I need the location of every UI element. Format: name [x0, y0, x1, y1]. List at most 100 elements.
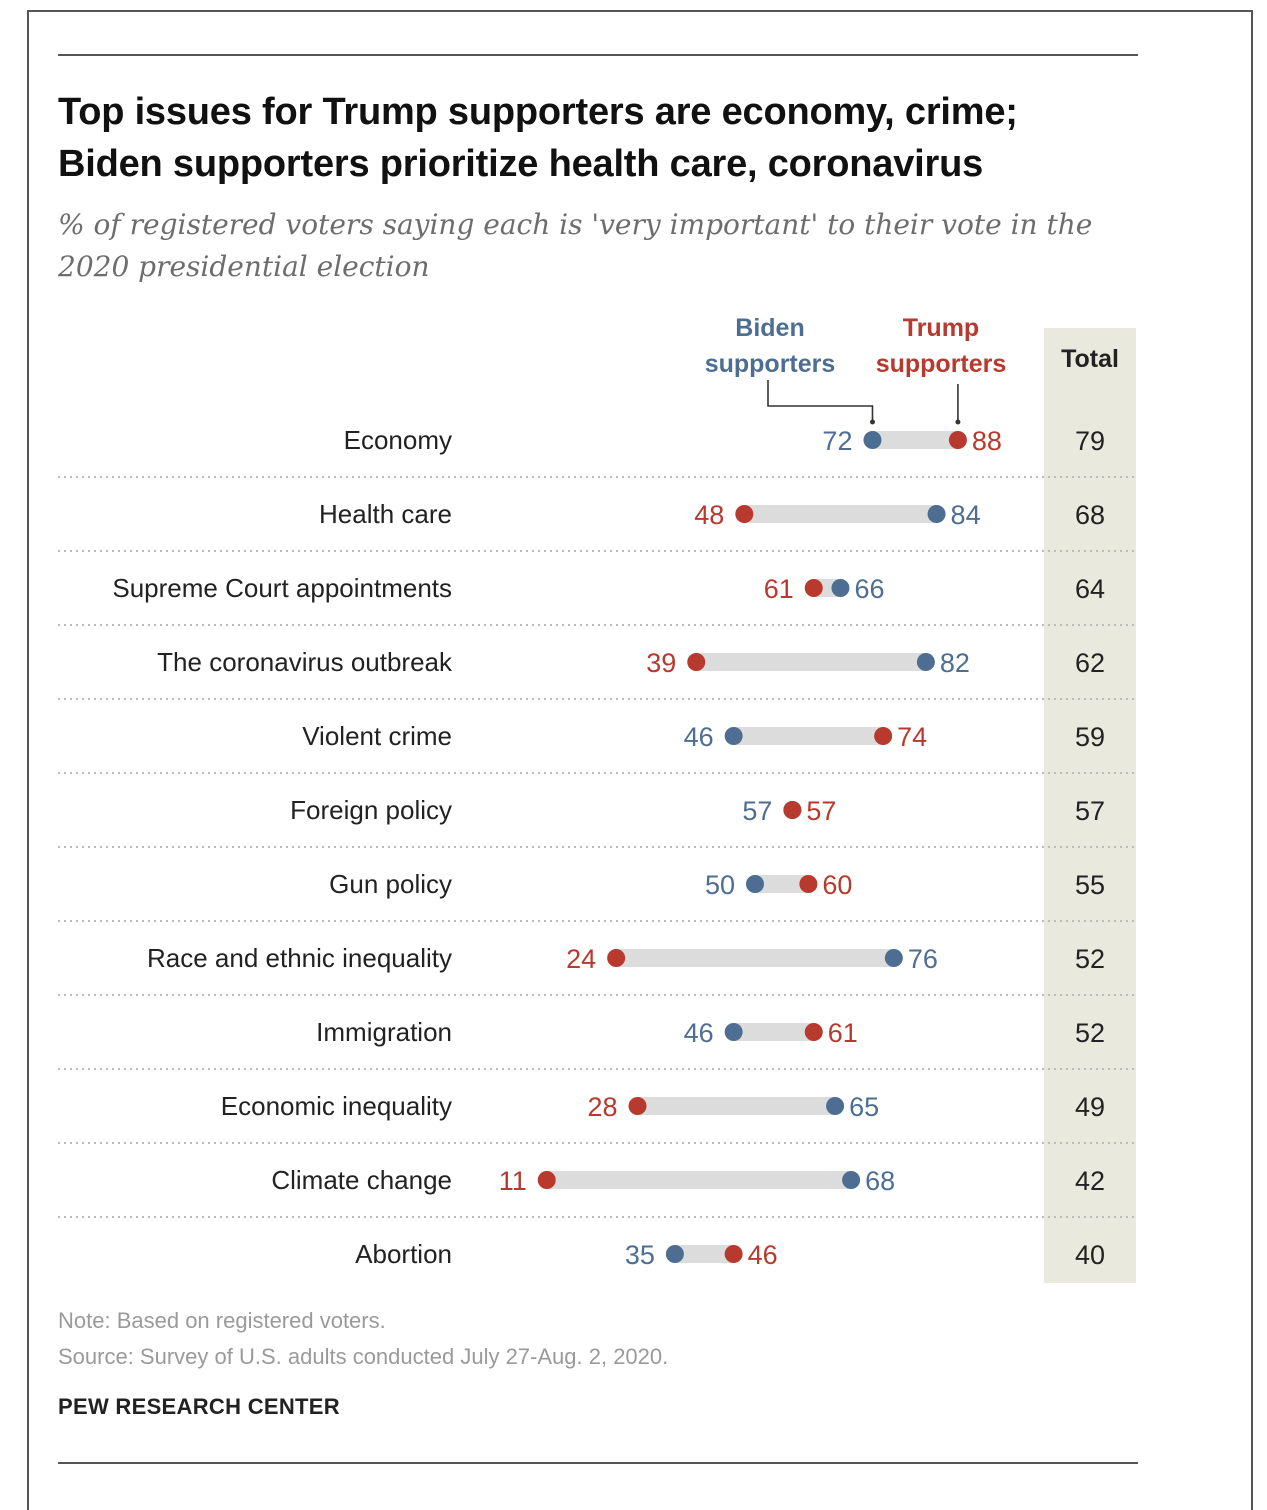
- chart-rows: Economy 72 88 79 Health care 48 84 68 Supreme Co…: [58, 425, 1136, 1270]
- biden-dot: [665, 1245, 684, 1263]
- range-bar: [744, 505, 937, 523]
- value-label-low: 28: [587, 1092, 617, 1122]
- total-column-header: Total: [1061, 345, 1119, 373]
- total-value: 52: [1075, 1018, 1105, 1048]
- trump-dot: [948, 431, 967, 449]
- value-label-low: 39: [646, 648, 676, 678]
- category-label: Climate change: [271, 1165, 452, 1195]
- value-label-high: 84: [951, 500, 981, 530]
- chart-frame: [27, 10, 1253, 1510]
- category-label: Economic inequality: [221, 1091, 452, 1121]
- category-label: Supreme Court appointments: [112, 573, 452, 603]
- total-value: 40: [1075, 1240, 1105, 1270]
- total-value: 79: [1075, 426, 1105, 456]
- chart-subtitle: % of registered voters saying each is 'v…: [58, 204, 1158, 288]
- range-bar: [674, 1245, 734, 1263]
- value-label-low: 50: [705, 870, 735, 900]
- range-bar: [637, 1097, 836, 1115]
- dot-range-chart: Economy 72 88 79 Health care 48 84 68 Supreme Co…: [58, 328, 1136, 1283]
- total-value: 52: [1075, 944, 1105, 974]
- value-label-low: 61: [764, 574, 794, 604]
- value-label-high: 88: [972, 426, 1002, 456]
- value-label-low: 35: [625, 1240, 655, 1270]
- value-label-low: 24: [566, 944, 596, 974]
- legend-trump: Trump supporters: [862, 310, 1020, 382]
- biden-dot: [724, 1023, 743, 1041]
- bottom-rule: [58, 1462, 1138, 1464]
- trump-dot: [628, 1097, 647, 1115]
- biden-dot: [831, 579, 850, 597]
- value-label-low: 11: [499, 1166, 527, 1196]
- value-label-low: 72: [822, 426, 852, 456]
- total-column-band: [1044, 328, 1136, 1283]
- value-label-high: 65: [849, 1092, 879, 1122]
- category-label: The coronavirus outbreak: [157, 647, 453, 677]
- value-label-high: 68: [865, 1166, 895, 1196]
- value-label-high: 66: [854, 574, 884, 604]
- total-value: 64: [1075, 574, 1105, 604]
- subtitle-line-1: % of registered voters saying each is 'v…: [58, 208, 1093, 241]
- trump-dot: [735, 505, 754, 523]
- value-label-high: 57: [806, 796, 836, 826]
- total-value: 42: [1075, 1166, 1105, 1196]
- trump-dot: [874, 727, 893, 745]
- range-bar: [733, 1023, 814, 1041]
- biden-dot: [927, 505, 946, 523]
- value-label-high: 60: [822, 870, 852, 900]
- category-label: Abortion: [355, 1239, 452, 1269]
- category-label: Economy: [344, 425, 452, 455]
- biden-dot: [863, 431, 882, 449]
- category-label: Health care: [319, 499, 452, 529]
- range-bar: [733, 727, 884, 745]
- trump-dot: [687, 653, 706, 671]
- legend-trump-line-2: supporters: [875, 350, 1007, 378]
- value-label-high: 74: [897, 722, 927, 752]
- category-label: Violent crime: [302, 721, 452, 751]
- trump-dot: [783, 801, 802, 819]
- total-value: 68: [1075, 500, 1105, 530]
- trump-dot: [804, 579, 823, 597]
- legend-biden: Biden supporters: [690, 310, 850, 382]
- source-text: Source: Survey of U.S. adults conducted …: [58, 1344, 669, 1369]
- trump-dot: [537, 1171, 556, 1189]
- trump-dot: [804, 1023, 823, 1041]
- value-label-low: 46: [684, 1018, 714, 1048]
- biden-dot: [842, 1171, 861, 1189]
- total-value: 57: [1075, 796, 1105, 826]
- top-rule: [58, 54, 1138, 56]
- legend-leaders: [767, 380, 961, 425]
- value-label-low: 57: [742, 796, 772, 826]
- total-value: 55: [1075, 870, 1105, 900]
- biden-dot: [884, 949, 903, 967]
- total-value: 62: [1075, 648, 1105, 678]
- category-label: Race and ethnic inequality: [147, 943, 452, 973]
- category-label: Foreign policy: [290, 795, 452, 825]
- value-label-high: 61: [828, 1018, 858, 1048]
- category-label: Gun policy: [329, 869, 452, 899]
- value-label-low: 48: [694, 500, 724, 530]
- value-label-low: 46: [684, 722, 714, 752]
- biden-dot: [746, 875, 764, 893]
- value-label-high: 76: [908, 944, 938, 974]
- biden-dot: [916, 653, 935, 671]
- total-value: 49: [1075, 1092, 1105, 1122]
- value-label-high: 82: [940, 648, 970, 678]
- subtitle-line-2: 2020 presidential election: [58, 250, 430, 283]
- biden-dot: [826, 1097, 845, 1115]
- title-line-1: Top issues for Trump supporters are econ…: [58, 91, 1018, 133]
- title-line-2: Biden supporters prioritize health care,…: [58, 143, 984, 185]
- trump-dot: [799, 875, 818, 893]
- range-bar: [616, 949, 894, 967]
- chart-title: Top issues for Trump supporters are econ…: [58, 86, 1178, 190]
- legend-leader-trump-tip: [955, 419, 961, 425]
- total-value: 59: [1075, 722, 1105, 752]
- legend-leader-biden: [767, 380, 874, 422]
- biden-dot: [724, 727, 743, 745]
- range-bar: [755, 875, 809, 893]
- range-bar: [546, 1171, 852, 1189]
- range-bar: [696, 653, 926, 671]
- trump-dot: [724, 1245, 743, 1263]
- legend-biden-line-2: supporters: [704, 350, 836, 378]
- trump-dot: [607, 949, 626, 967]
- category-label: Immigration: [316, 1017, 452, 1047]
